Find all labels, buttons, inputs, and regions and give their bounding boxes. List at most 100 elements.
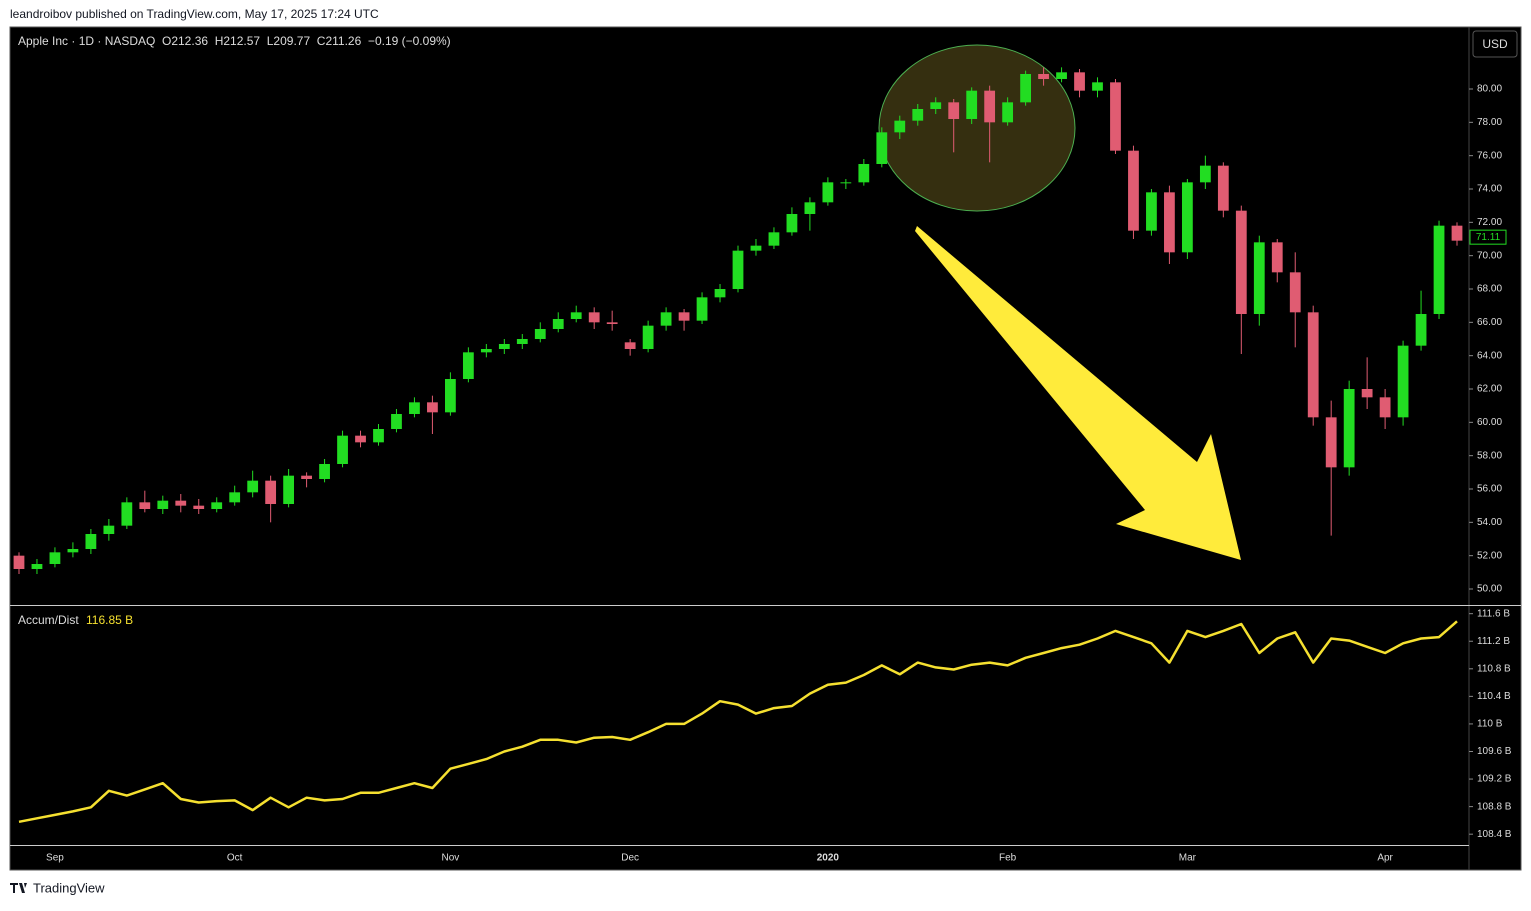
candle-body <box>67 549 79 553</box>
published-note: leandroibov published on TradingView.com… <box>10 7 379 21</box>
candle-body <box>966 90 978 119</box>
candle-body <box>157 500 169 509</box>
x-tick-label: Nov <box>441 853 459 864</box>
candle-body <box>1451 225 1463 241</box>
candle-body <box>445 379 456 413</box>
y-tick-label: 108.4 B <box>1477 829 1512 840</box>
brand-logo <box>10 883 27 893</box>
y-tick-label: 54.00 <box>1477 517 1502 528</box>
candle-body <box>822 182 834 203</box>
last-price-box <box>1469 229 1507 245</box>
candle-body <box>606 322 618 324</box>
candle-body <box>1361 389 1373 398</box>
x-tick-label: 2020 <box>817 853 840 864</box>
candle-body <box>480 349 492 353</box>
candle-body <box>1271 242 1283 273</box>
candle-body <box>804 202 816 214</box>
candle-body <box>355 435 366 443</box>
x-tick-label: Feb <box>999 853 1017 864</box>
y-tick-label: 110.4 B <box>1477 691 1511 702</box>
candle-body <box>427 402 438 413</box>
candle-body <box>1038 74 1049 79</box>
ad-line <box>18 620 1458 824</box>
candle-body <box>660 312 672 326</box>
candle-body <box>1379 397 1391 418</box>
candle-body <box>858 164 870 183</box>
y-tick-label: 109.6 B <box>1477 746 1512 757</box>
x-tick-label: Apr <box>1377 853 1393 864</box>
candle-body <box>1307 312 1319 418</box>
candle-body <box>714 289 726 298</box>
x-tick-label: Sep <box>46 853 64 864</box>
candle-body <box>139 502 151 509</box>
highlight-ellipse <box>878 44 1076 212</box>
candle-body <box>1020 74 1031 103</box>
currency-label: USD <box>1482 37 1508 51</box>
y-tick-label: 109.2 B <box>1477 774 1512 785</box>
y-tick-label: 108.8 B <box>1477 801 1512 812</box>
candle-body <box>1199 165 1211 183</box>
candle-body <box>301 475 312 479</box>
candle-body <box>193 505 205 509</box>
candle-body <box>750 245 762 251</box>
y-tick-label: 70.00 <box>1477 250 1502 261</box>
candle-body <box>1289 272 1301 313</box>
brand-name: TradingView <box>33 880 105 895</box>
candle-body <box>265 480 277 504</box>
candle-body <box>1433 225 1445 314</box>
candle-body <box>786 214 798 233</box>
candle-body <box>391 414 402 429</box>
y-tick-label: 62.00 <box>1477 384 1502 395</box>
brand: TradingView <box>10 880 105 895</box>
candle-body <box>1128 150 1139 231</box>
symbol-title: Apple Inc · 1D · NASDAQ <box>18 34 155 48</box>
candle-body <box>948 102 960 119</box>
y-tick-label: 58.00 <box>1477 450 1502 461</box>
y-tick-label: 80.00 <box>1477 84 1502 95</box>
x-tick-label: Dec <box>621 853 639 864</box>
candle-body <box>13 555 25 569</box>
candle-body <box>103 525 115 534</box>
candle-body <box>1056 72 1067 79</box>
y-tick-label: 72.00 <box>1477 217 1502 228</box>
candle-body <box>498 344 510 349</box>
candle-body <box>1181 182 1193 253</box>
candle-body <box>247 480 259 493</box>
candle-body <box>373 429 384 443</box>
y-tick-label: 66.00 <box>1477 317 1502 328</box>
y-tick-label: 111.6 B <box>1477 608 1510 619</box>
candle-body <box>930 102 942 109</box>
candle-body <box>912 109 924 121</box>
y-tick-label: 68.00 <box>1477 284 1502 295</box>
candle-body <box>462 352 474 379</box>
candle-body <box>570 312 582 319</box>
candle-body <box>1092 82 1103 91</box>
y-tick-label: 78.00 <box>1477 117 1502 128</box>
candle-body <box>696 297 708 321</box>
y-tick-label: 50.00 <box>1477 584 1502 595</box>
candle-body <box>409 402 420 414</box>
candle-body <box>49 552 61 564</box>
candle-body <box>1343 389 1355 468</box>
candle-body <box>1235 210 1247 314</box>
arrow-annotation <box>915 226 1241 560</box>
candle-body <box>283 475 295 504</box>
currency-button[interactable] <box>1472 30 1518 58</box>
candle-body <box>1253 242 1265 314</box>
candle-body <box>516 339 528 344</box>
y-tick-label: 110 B <box>1477 719 1503 730</box>
y-tick-label: 76.00 <box>1477 150 1502 161</box>
candle-body <box>1217 165 1229 211</box>
y-tick-label: 60.00 <box>1477 417 1502 428</box>
candle-body <box>876 132 888 164</box>
candle-body <box>1415 314 1427 346</box>
y-tick-label: 56.00 <box>1477 484 1502 495</box>
candle-body <box>552 319 564 329</box>
candle-body <box>984 90 996 123</box>
candle-body <box>229 492 241 503</box>
candle-body <box>588 312 600 323</box>
chart-frame <box>9 26 1522 871</box>
candle-body <box>624 342 636 349</box>
